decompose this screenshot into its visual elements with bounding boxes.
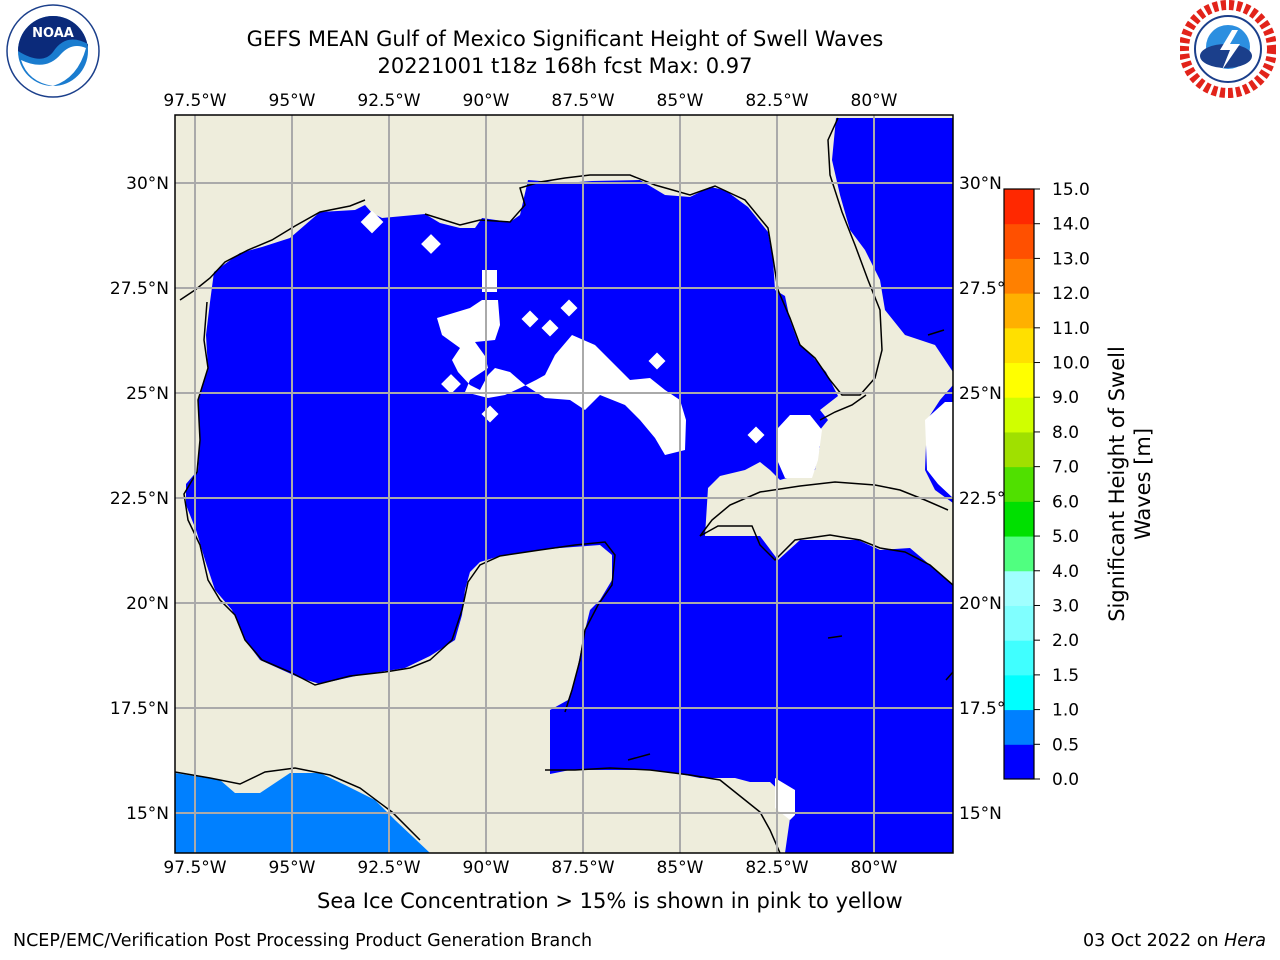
colorbar xyxy=(1004,189,1034,780)
colorbar-segment xyxy=(1004,397,1034,433)
colorbar-segment xyxy=(1004,466,1034,502)
date-line: 03 Oct 2022 on Hera xyxy=(1083,931,1266,951)
colorbar-frame xyxy=(1003,188,1035,780)
colorbar-tick-label: 1.0 xyxy=(1052,701,1079,721)
lon-tick-label: 82.5°W xyxy=(745,858,808,878)
colorbar-segment xyxy=(1004,431,1034,468)
lon-tick-label: 97.5°W xyxy=(163,858,226,878)
colorbar-tick-label: 15.0 xyxy=(1052,180,1090,200)
lon-tick-label: 82.5°W xyxy=(745,91,808,111)
sea-ice-note: Sea Ice Concentration > 15% is shown in … xyxy=(317,889,903,913)
lat-tick-label: 20°N xyxy=(959,594,1002,614)
colorbar-segment xyxy=(1004,536,1034,572)
colorbar-tick-label: 2.0 xyxy=(1052,631,1079,651)
colorbar-segment xyxy=(1004,327,1034,364)
lon-tick-label: 90°W xyxy=(463,858,510,878)
colorbar-tick-label: 6.0 xyxy=(1052,492,1079,512)
lat-tick-label: 25°N xyxy=(126,384,169,404)
colorbar-ticks: 0.0 0.5 1.0 1.5 2.0 3.0 4.0 5.0 6.0 7.0 8.0 9.0 10.0… xyxy=(1034,180,1090,790)
lon-tick-labels-top: 97.5°W 95°W 92.5°W 90°W 87.5°W 85°W 82.5°W 80°W xyxy=(163,91,897,111)
lat-tick-label: 15°N xyxy=(126,804,169,824)
colorbar-label-line1: Significant Height of Swell xyxy=(1105,346,1129,622)
lat-tick-label: 27.5°N xyxy=(959,279,1018,299)
lon-tick-label: 87.5°W xyxy=(551,858,614,878)
colorbar-segment xyxy=(1004,362,1034,398)
colorbar-tick-label: 5.0 xyxy=(1052,527,1079,547)
colorbar-tick-label: 13.0 xyxy=(1052,249,1090,269)
lat-tick-label: 17.5°N xyxy=(959,699,1018,719)
colorbar-segment xyxy=(1004,258,1034,294)
colorbar-segment xyxy=(1004,640,1034,676)
lon-tick-label: 95°W xyxy=(269,858,316,878)
colorbar-tick-label: 10.0 xyxy=(1052,354,1090,374)
colorbar-segment xyxy=(1004,605,1034,641)
colorbar-tick-label: 4.0 xyxy=(1052,562,1079,582)
chart-subtitle: 20221001 t18z 168h fcst Max: 0.97 xyxy=(377,54,753,78)
lat-gridlines xyxy=(175,182,953,814)
colorbar-segment xyxy=(1004,189,1034,225)
chart-title: GEFS MEAN Gulf of Mexico Significant Hei… xyxy=(246,27,884,51)
colorbar-tick-label: 7.0 xyxy=(1052,458,1079,478)
machine-name: Hera xyxy=(1224,931,1266,951)
lat-tick-label: 22.5°N xyxy=(959,489,1018,509)
colorbar-tick-label: 1.5 xyxy=(1052,666,1079,686)
lon-tick-label: 85°W xyxy=(657,91,704,111)
colorbar-segment xyxy=(1004,223,1034,259)
wave-field-atlantic xyxy=(832,118,953,503)
lon-tick-label: 97.5°W xyxy=(163,91,226,111)
colorbar-tick-label: 3.0 xyxy=(1052,596,1079,616)
colorbar-segment xyxy=(1004,293,1034,329)
lon-tick-label: 95°W xyxy=(269,91,316,111)
lat-tick-label: 20°N xyxy=(126,594,169,614)
lon-gridlines xyxy=(194,115,875,853)
colorbar-label-line2: Waves [m] xyxy=(1131,428,1155,540)
lat-tick-label: 30°N xyxy=(126,174,169,194)
national-weather-service-logo xyxy=(1180,0,1276,98)
lat-tick-label: 22.5°N xyxy=(110,489,169,509)
lon-tick-label: 92.5°W xyxy=(357,858,420,878)
lat-tick-labels-left: 15°N 17.5°N 20°N 22.5°N 25°N 27.5°N 30°N xyxy=(110,174,169,824)
svg-text:NOAA: NOAA xyxy=(32,26,74,41)
lon-tick-label: 80°W xyxy=(851,858,898,878)
lon-tick-labels-bottom: 97.5°W 95°W 92.5°W 90°W 87.5°W 85°W 82.5°W 80°W xyxy=(163,858,897,878)
credit-line: NCEP/EMC/Verification Post Processing Pr… xyxy=(13,931,593,951)
colorbar-tick-label: 9.0 xyxy=(1052,388,1079,408)
lat-tick-label: 30°N xyxy=(959,174,1002,194)
lat-tick-label: 15°N xyxy=(959,804,1002,824)
colorbar-segment xyxy=(1004,570,1034,606)
lat-tick-label: 27.5°N xyxy=(110,279,169,299)
colorbar-segment xyxy=(1004,744,1034,780)
lat-tick-label: 17.5°N xyxy=(110,699,169,719)
lon-tick-label: 87.5°W xyxy=(551,91,614,111)
colorbar-tick-label: 0.0 xyxy=(1052,770,1079,790)
lon-tick-label: 80°W xyxy=(851,91,898,111)
colorbar-label: Significant Height of Swell Waves [m] xyxy=(1105,346,1155,622)
lat-tick-labels-right: 15°N 17.5°N 20°N 22.5°N 25°N 27.5°N 30°N xyxy=(959,174,1018,824)
noaa-logo: NOAA xyxy=(6,4,100,98)
colorbar-tick-label: 14.0 xyxy=(1052,215,1090,235)
colorbar-tick-label: 0.5 xyxy=(1052,735,1079,755)
colorbar-segment xyxy=(1004,674,1034,711)
colorbar-tick-label: 8.0 xyxy=(1052,423,1079,443)
colorbar-tick-label: 12.0 xyxy=(1052,284,1090,304)
lon-tick-label: 92.5°W xyxy=(357,91,420,111)
map-frame xyxy=(174,114,954,854)
colorbar-tick-label: 11.0 xyxy=(1052,319,1090,339)
coastlines xyxy=(175,117,953,853)
lat-tick-label: 25°N xyxy=(959,384,1002,404)
date-text: 03 Oct 2022 on xyxy=(1083,931,1219,951)
colorbar-segment xyxy=(1004,709,1034,745)
lon-tick-label: 90°W xyxy=(463,91,510,111)
wave-field-gulf xyxy=(186,180,953,853)
lon-tick-label: 85°W xyxy=(657,858,704,878)
colorbar-segment xyxy=(1004,501,1034,537)
